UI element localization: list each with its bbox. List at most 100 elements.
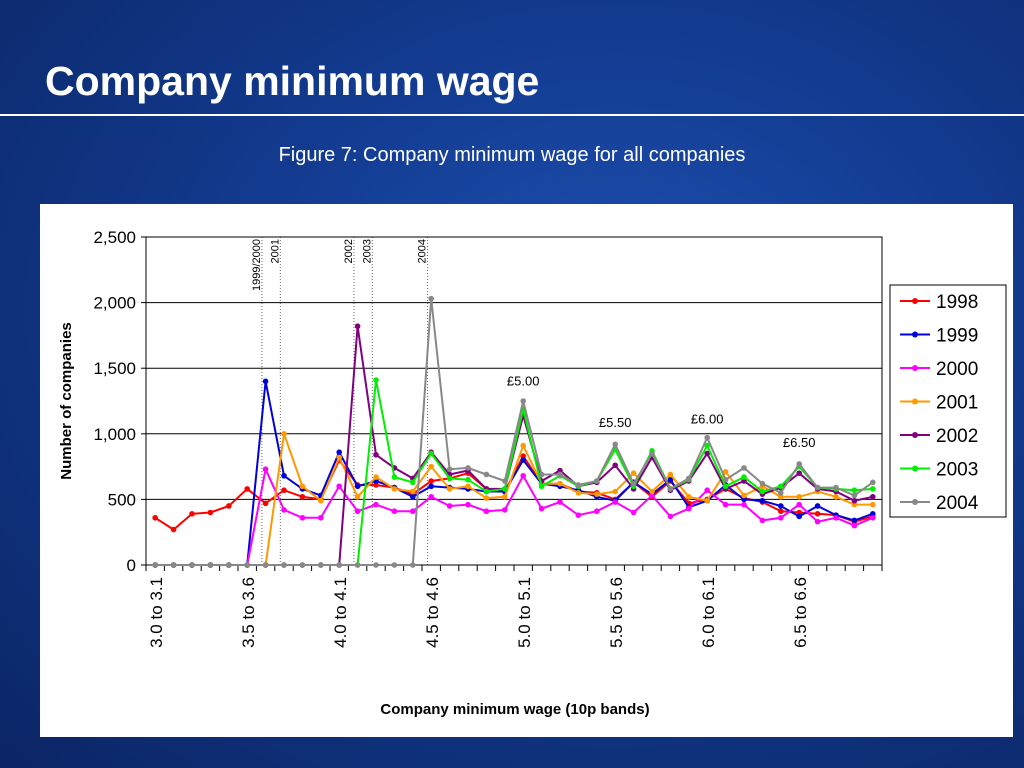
data-point-2001 — [870, 501, 876, 508]
data-point-2004 — [704, 434, 710, 441]
data-point-2003 — [538, 483, 545, 490]
legend-label: 2000 — [936, 359, 978, 380]
data-point-2004 — [318, 562, 324, 568]
data-point-1998 — [207, 509, 214, 516]
data-point-2001 — [483, 495, 490, 501]
data-point-1999 — [520, 457, 526, 463]
data-point-2000 — [336, 483, 343, 490]
data-point-1998 — [428, 478, 435, 484]
data-point-2004 — [796, 461, 802, 467]
data-point-2001 — [520, 442, 526, 449]
data-point-2004 — [299, 562, 306, 568]
data-point-1998 — [262, 500, 269, 507]
data-point-2000 — [612, 499, 618, 505]
annotation-label: £6.50 — [783, 435, 816, 450]
series-line-1999 — [155, 381, 874, 566]
annotations: £5.00 £5.50 £6.00 £6.50 — [507, 373, 816, 450]
data-point-2004 — [483, 471, 490, 478]
data-point-2004 — [851, 492, 858, 499]
x-tick-label: 5.5 to 5.6 — [607, 577, 626, 648]
data-point-2004 — [814, 484, 821, 491]
data-point-2004 — [759, 480, 766, 487]
y-tick-label: 1,500 — [93, 359, 136, 378]
data-point-2001 — [851, 501, 858, 508]
minimum-wage-label: 2001 — [269, 239, 281, 263]
annotation-label: £5.00 — [507, 373, 540, 388]
data-point-2002 — [796, 470, 802, 476]
data-point-2001 — [373, 474, 379, 480]
data-point-2001 — [686, 493, 692, 500]
x-tick-label: 3.5 to 3.6 — [239, 577, 258, 648]
data-point-1999 — [281, 472, 287, 479]
legend-swatch-marker — [912, 365, 918, 371]
data-point-2002 — [612, 462, 618, 469]
data-point-1998 — [299, 493, 306, 500]
data-point-2001 — [318, 497, 324, 504]
data-point-1999 — [354, 483, 361, 490]
legend-swatch-marker — [912, 499, 918, 505]
data-point-1998 — [189, 511, 195, 517]
data-point-2001 — [391, 486, 398, 492]
data-point-1998 — [814, 511, 821, 517]
data-point-2002 — [557, 467, 563, 474]
data-point-1998 — [170, 526, 177, 533]
data-point-2001 — [281, 431, 287, 437]
data-point-2004 — [630, 480, 637, 487]
data-point-2001 — [722, 469, 729, 475]
y-tick-label: 500 — [108, 490, 136, 509]
minimum-wage-label: 2003 — [361, 239, 373, 263]
data-point-2003 — [870, 486, 876, 492]
data-point-2003 — [502, 486, 508, 492]
annotation-label: £5.50 — [599, 415, 632, 430]
data-point-2000 — [391, 508, 398, 515]
y-axis-label: Number of companies — [58, 322, 75, 480]
data-point-1998 — [796, 509, 802, 516]
data-point-1998 — [244, 486, 250, 492]
data-point-2000 — [520, 472, 526, 479]
data-point-2000 — [704, 487, 710, 494]
data-point-1999 — [851, 517, 858, 524]
data-point-2000 — [630, 509, 637, 516]
data-point-2004 — [446, 466, 453, 473]
data-point-2001 — [778, 493, 784, 500]
data-point-2000 — [318, 514, 324, 521]
data-point-2000 — [410, 508, 416, 515]
y-tick-label: 1,000 — [93, 425, 136, 444]
data-point-2001 — [354, 493, 361, 500]
data-point-2000 — [262, 466, 269, 473]
legend-label: 2001 — [936, 393, 978, 414]
data-point-1998 — [226, 503, 232, 509]
data-point-1999 — [796, 513, 802, 520]
legend: 1998 1999 2000 2001 2002 2003 2004 — [889, 284, 1007, 518]
data-point-1998 — [778, 508, 784, 515]
data-point-2000 — [686, 505, 692, 512]
chart-panel: 1999/2000 2001 2002 2003 2004 0 500 1,000 1,500… — [40, 204, 1013, 737]
data-point-2001 — [299, 483, 306, 490]
legend-label: 2003 — [936, 460, 978, 481]
data-point-2000 — [483, 508, 490, 515]
x-axis-label: Company minimum wage (10p bands) — [380, 701, 649, 718]
data-point-2001 — [575, 490, 582, 496]
data-point-2003 — [465, 476, 471, 483]
data-point-1999 — [759, 497, 766, 504]
title-divider — [0, 114, 1024, 116]
data-point-2004 — [244, 562, 250, 568]
data-point-2003 — [851, 487, 858, 494]
data-point-2004 — [741, 465, 747, 471]
legend-swatch-marker — [912, 398, 918, 405]
x-tick-label: 5.0 to 5.1 — [515, 577, 534, 648]
data-point-2003 — [428, 450, 435, 457]
data-point-2001 — [594, 491, 600, 497]
legend-label: 1999 — [936, 326, 978, 347]
figure-caption: Figure 7: Company minimum wage for all c… — [278, 144, 746, 166]
legend-label: 1998 — [936, 292, 978, 313]
data-point-2004 — [538, 471, 545, 478]
data-point-2001 — [502, 493, 508, 500]
data-point-2001 — [833, 493, 839, 500]
x-tick-label: 3.0 to 3.1 — [147, 577, 166, 648]
data-point-1999 — [667, 476, 674, 483]
data-point-2001 — [630, 470, 637, 476]
data-point-2001 — [557, 480, 563, 487]
data-point-2001 — [741, 492, 747, 499]
data-point-1998 — [373, 482, 379, 488]
